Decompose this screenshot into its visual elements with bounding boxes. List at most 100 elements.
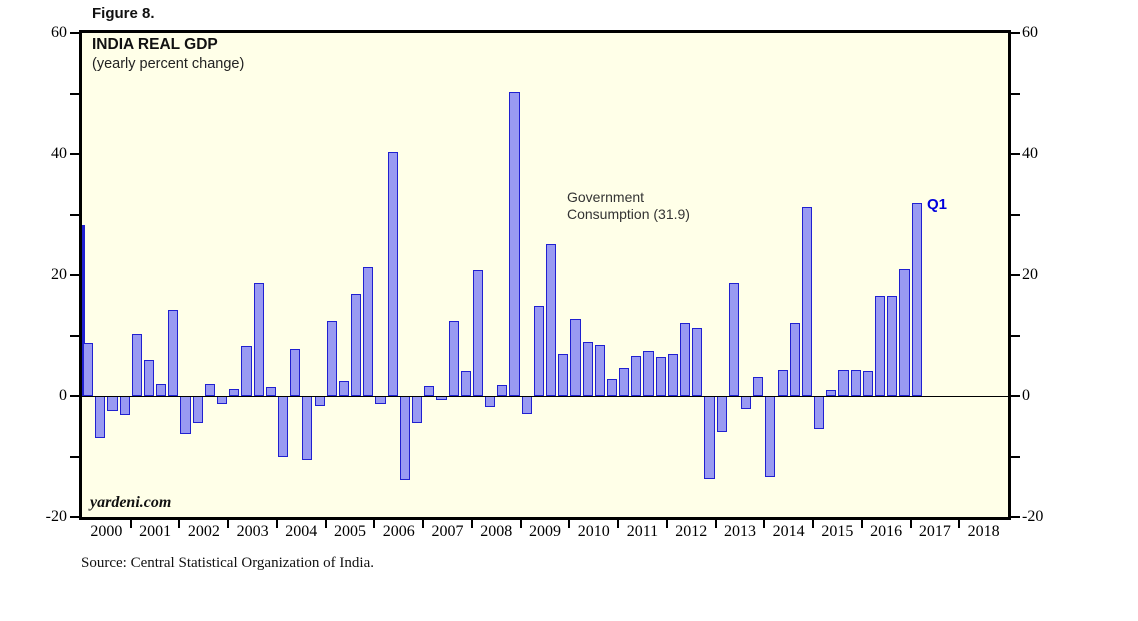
y-axis-label-right-60: 60 [1022,24,1038,41]
x-tick-2003 [227,520,230,528]
x-axis-label-2007: 2007 [431,523,464,540]
y-tick-left--10 [70,455,79,458]
bar-2002-q3 [204,383,215,396]
partial-bar-1999-q4 [82,224,85,396]
source-line: Source: Central Statistical Organization… [81,555,374,571]
bar-2005-q1 [326,320,337,396]
y-tick-left-20 [70,274,79,276]
bar-2003-q4 [265,386,276,396]
bar-2001-q2 [143,359,155,396]
bar-2015-q2 [826,389,837,396]
y-tick-left-40 [70,153,79,155]
x-axis-label-2006: 2006 [382,523,415,540]
bar-2000-q4 [119,396,130,415]
y-tick-left-60 [70,32,79,34]
bar-2011-q2 [631,356,642,396]
x-axis-label-2005: 2005 [334,523,367,540]
bar-2011-q1 [619,368,630,396]
series-annotation-line2: Consumption (31.9) [567,206,690,222]
x-axis-label-2012: 2012 [675,523,708,540]
x-axis-label-2009: 2009 [528,523,561,540]
x-tick-2018 [958,520,961,528]
bar-2013-q3 [740,396,752,410]
bar-2006-q4 [411,396,423,423]
bar-2011-q4 [655,357,666,396]
y-tick-right--10 [1011,455,1020,458]
y-axis-label-left-20: 20 [51,266,67,283]
bar-2003-q1 [229,388,240,396]
x-tick-2010 [568,520,571,528]
x-axis-label-2018: 2018 [967,523,1000,540]
bar-2004-q3 [302,396,313,461]
bar-2016-q2 [874,296,886,396]
bar-2017-q1 [911,203,922,396]
x-tick-2016 [860,520,863,528]
bar-2005-q2 [338,381,350,396]
bar-2002-q1 [180,396,191,435]
x-axis-label-2013: 2013 [723,523,756,540]
bar-2012-q2 [680,323,691,396]
x-axis-label-2015: 2015 [821,523,854,540]
bar-2000-q3 [107,396,118,411]
x-axis-label-2011: 2011 [626,523,659,540]
y-axis-label-left-0: 0 [59,387,67,404]
x-tick-2008 [470,520,473,528]
bar-2002-q4 [217,396,228,405]
y-axis-label-left-40: 40 [51,145,67,162]
x-tick-2006 [373,520,376,528]
y-axis-label-right--20: -20 [1022,508,1044,525]
bar-2006-q3 [399,396,410,481]
x-tick-2009 [519,520,522,528]
bar-2014-q3 [789,322,800,396]
bar-2007-q1 [424,386,435,396]
bar-2011-q3 [643,351,654,396]
bar-2007-q4 [460,371,471,396]
bar-2015-q3 [838,369,849,396]
bar-2004-q4 [314,396,325,406]
y-tick-left-30 [70,213,79,216]
x-tick-2004 [275,520,278,528]
bar-2014-q1 [765,396,776,478]
bar-2001-q4 [168,310,179,396]
y-axis-label-right-20: 20 [1022,266,1038,283]
bar-2013-q4 [753,377,764,396]
bar-2008-q4 [509,91,520,396]
bar-2005-q3 [351,293,362,396]
bar-2012-q3 [692,328,703,396]
bar-2004-q1 [277,396,289,458]
bar-2013-q1 [716,396,727,432]
x-tick-2017 [909,520,912,528]
x-tick-2014 [763,520,766,528]
y-axis-label-right-0: 0 [1022,387,1030,404]
bar-2010-q1 [570,318,581,396]
x-axis-label-2017: 2017 [918,523,951,540]
bar-2010-q3 [594,345,605,396]
bar-2008-q2 [485,396,496,407]
bar-2008-q1 [472,269,484,396]
bar-2002-q2 [192,396,203,424]
zero-axis-line [82,396,1008,397]
y-axis-label-left--20: -20 [45,508,67,525]
plot-area [79,30,1011,520]
bar-2012-q4 [704,396,715,479]
y-tick-right-10 [1011,334,1020,337]
x-axis-label-2014: 2014 [772,523,805,540]
y-axis-label-right-40: 40 [1022,145,1038,162]
bar-2012-q1 [667,353,678,396]
bar-2010-q4 [606,379,618,396]
x-tick-2013 [714,520,717,528]
bar-2016-q3 [887,296,898,396]
series-annotation: Government Consumption (31.9) [567,189,690,223]
bar-2006-q2 [387,151,398,396]
y-tick-right-0 [1011,395,1020,397]
bar-2009-q2 [533,305,544,396]
bar-2009-q1 [521,396,532,415]
bar-2003-q2 [241,345,252,396]
watermark-yardeni: yardeni.com [90,494,172,511]
x-axis-label-2010: 2010 [577,523,610,540]
x-tick-2001 [129,520,132,528]
bar-2015-q1 [814,396,825,429]
bar-2005-q4 [363,267,374,396]
bar-2010-q2 [582,341,593,396]
